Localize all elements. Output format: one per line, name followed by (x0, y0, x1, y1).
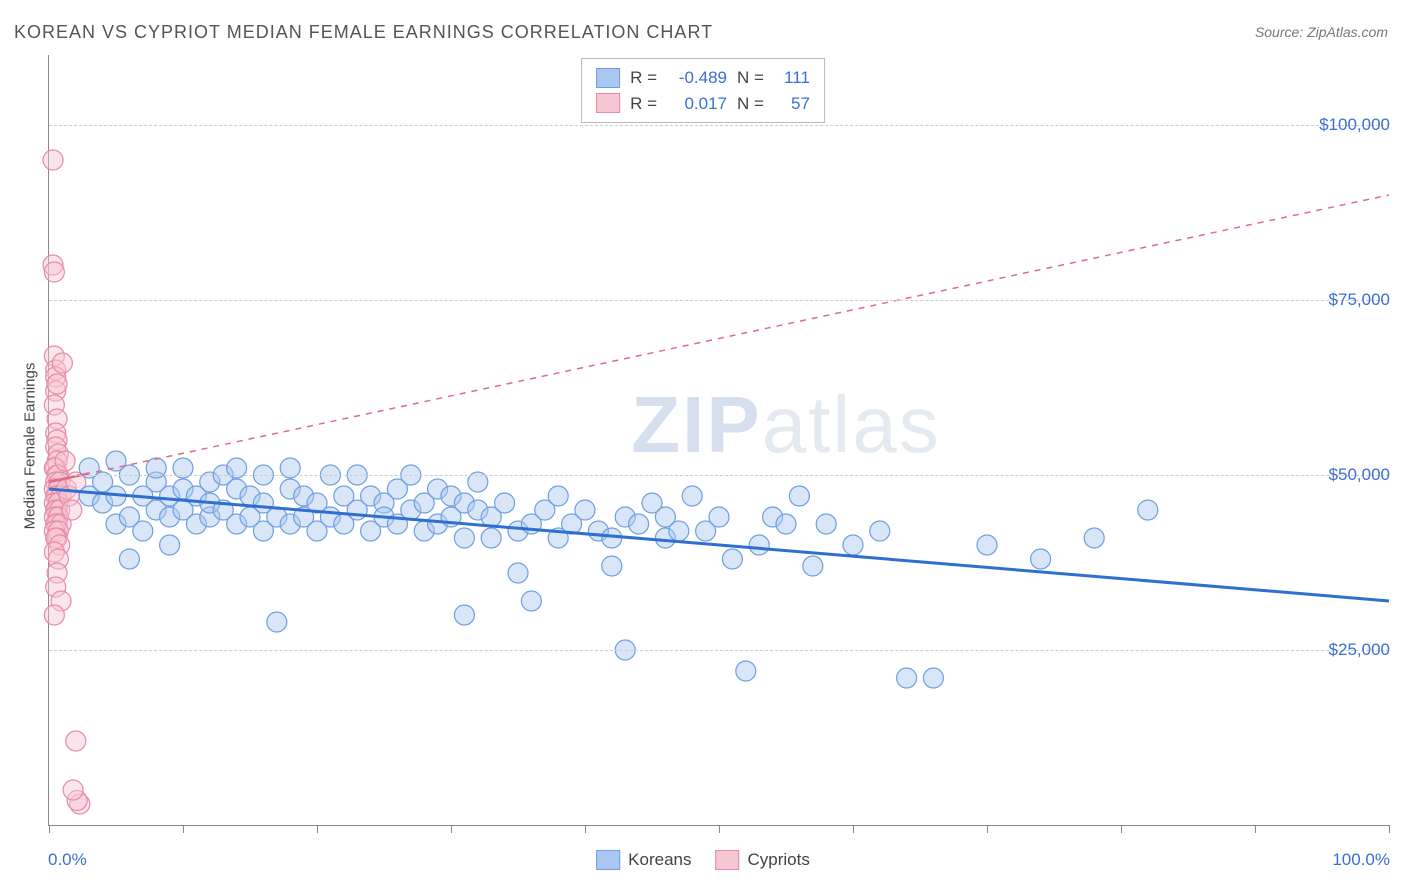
chart-title: KOREAN VS CYPRIOT MEDIAN FEMALE EARNINGS… (14, 22, 713, 43)
x-tick (585, 825, 586, 833)
x-tick (451, 825, 452, 833)
gridline (49, 125, 1389, 126)
series-legend: Koreans Cypriots (596, 850, 810, 870)
r-value-koreans: -0.489 (667, 65, 727, 91)
legend-item-cypriots: Cypriots (715, 850, 809, 870)
n-value-koreans: 111 (774, 65, 810, 91)
x-tick (853, 825, 854, 833)
gridline (49, 300, 1389, 301)
x-tick (1389, 825, 1390, 833)
legend-row-koreans: R = -0.489 N = 111 (596, 65, 810, 91)
x-axis-min-label: 0.0% (48, 850, 87, 870)
swatch-koreans-b (596, 850, 620, 870)
y-axis-label: Median Female Earnings (22, 363, 39, 530)
legend-row-cypriots: R = 0.017 N = 57 (596, 91, 810, 117)
correlation-legend: R = -0.489 N = 111 R = 0.017 N = 57 (581, 58, 825, 123)
legend-label-koreans: Koreans (628, 850, 691, 870)
n-label: N = (737, 65, 764, 91)
source-attribution: Source: ZipAtlas.com (1255, 24, 1388, 40)
y-tick-label: $75,000 (1329, 290, 1390, 310)
x-axis-max-label: 100.0% (1332, 850, 1390, 870)
plot-area: ZIPatlas (48, 55, 1389, 826)
swatch-cypriots-b (715, 850, 739, 870)
y-tick-label: $25,000 (1329, 640, 1390, 660)
swatch-cypriots (596, 93, 620, 113)
scatter-svg (49, 55, 1389, 825)
n-value-cypriots: 57 (774, 91, 810, 117)
swatch-koreans (596, 68, 620, 88)
x-tick (317, 825, 318, 833)
x-tick (49, 825, 50, 833)
gridline (49, 650, 1389, 651)
legend-item-koreans: Koreans (596, 850, 691, 870)
x-tick (1121, 825, 1122, 833)
y-tick-label: $100,000 (1319, 115, 1390, 135)
x-tick (719, 825, 720, 833)
gridline (49, 475, 1389, 476)
y-tick-label: $50,000 (1329, 465, 1390, 485)
x-tick (183, 825, 184, 833)
x-tick (1255, 825, 1256, 833)
x-tick (987, 825, 988, 833)
r-value-cypriots: 0.017 (667, 91, 727, 117)
r-label: R = (630, 65, 657, 91)
n-label: N = (737, 91, 764, 117)
r-label: R = (630, 91, 657, 117)
legend-label-cypriots: Cypriots (747, 850, 809, 870)
